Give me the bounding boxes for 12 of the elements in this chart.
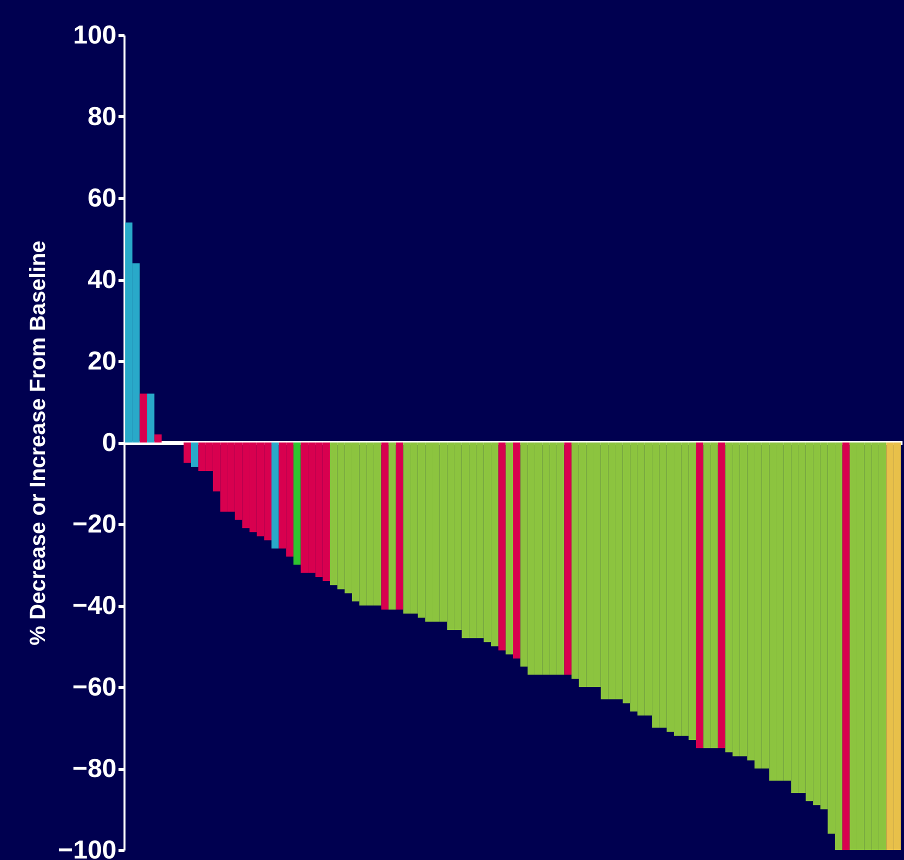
y-tick-label: −100	[58, 834, 116, 860]
y-tick-label: −40	[72, 590, 116, 620]
y-tick-label: −60	[72, 672, 116, 702]
y-tick-label: 80	[88, 101, 116, 131]
y-tick-label: 100	[73, 20, 116, 50]
y-tick-label: 20	[88, 346, 116, 376]
y-tick-label: 40	[88, 264, 116, 294]
y-tick-label: −80	[72, 753, 116, 783]
y-axis-title: % Decrease or Increase From Baseline	[24, 240, 50, 646]
y-tick-label: 60	[88, 182, 116, 212]
y-tick-label: 0	[102, 427, 116, 457]
y-tick-label: −20	[72, 508, 116, 538]
